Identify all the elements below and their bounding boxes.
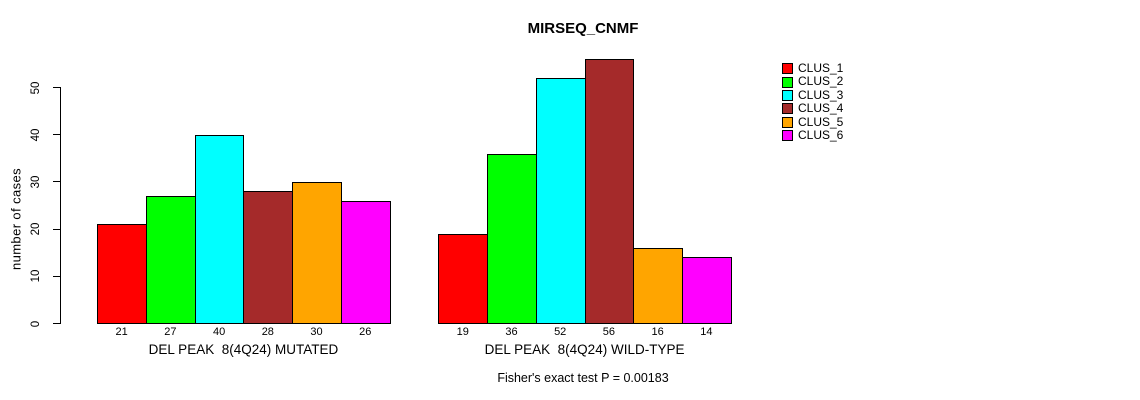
legend-label: CLUS_1 <box>798 61 844 75</box>
y-tick-label: 10 <box>30 269 42 283</box>
bar-value-label: 21 <box>115 326 128 338</box>
bar-clus_1 <box>97 224 148 325</box>
y-tick-mark <box>53 134 60 136</box>
y-tick-mark <box>53 228 60 230</box>
legend-label: CLUS_4 <box>798 101 844 116</box>
bar-value-label: 19 <box>456 326 469 338</box>
bar-value-label: 52 <box>554 326 567 338</box>
bar-value-label: 28 <box>261 326 274 338</box>
bar-value-label: 26 <box>359 326 372 338</box>
bar-clus_1 <box>438 233 489 325</box>
y-tick-mark <box>53 275 60 277</box>
legend-label: CLUS_3 <box>798 87 844 102</box>
y-tick-mark <box>53 181 60 183</box>
legend-item-clus_1: CLUS_1 <box>782 61 844 75</box>
legend-label: CLUS_2 <box>798 74 844 89</box>
legend-swatch <box>782 89 793 101</box>
group-label: DEL PEAK 8(4Q24) MUTATED <box>148 342 339 357</box>
bar-clus_5 <box>633 247 683 325</box>
bar-clus_3 <box>194 134 245 325</box>
bar-clus_4 <box>243 191 294 325</box>
y-axis-label: number of cases <box>8 167 24 271</box>
legend-item-clus_6: CLUS_6 <box>782 127 844 142</box>
bar-clus_4 <box>584 59 635 325</box>
y-tick-label: 20 <box>30 222 42 236</box>
bar-clus_2 <box>487 153 537 325</box>
legend-item-clus_3: CLUS_3 <box>782 87 844 102</box>
bar-clus_6 <box>682 257 732 325</box>
legend: CLUS_1 CLUS_2 CLUS_3 CLUS_4 CLUS_5 CLUS_6 <box>782 61 844 142</box>
legend-swatch <box>782 76 793 88</box>
y-tick-label: 50 <box>30 81 42 94</box>
legend-swatch <box>782 63 793 75</box>
legend-item-clus_2: CLUS_2 <box>782 74 844 89</box>
bar-clus_5 <box>292 181 342 325</box>
y-tick-label: 30 <box>30 175 42 189</box>
group-label: DEL PEAK 8(4Q24) WILD-TYPE <box>484 342 685 357</box>
y-tick-mark <box>53 323 60 324</box>
bar-value-label: 14 <box>700 326 713 338</box>
legend-item-clus_5: CLUS_5 <box>782 114 844 129</box>
legend-swatch <box>782 116 793 128</box>
legend-label: CLUS_5 <box>798 114 844 129</box>
legend-swatch <box>782 103 793 115</box>
bar-value-label: 27 <box>164 326 177 338</box>
bar-value-label: 56 <box>602 326 616 338</box>
bar-clus_3 <box>535 78 586 325</box>
bar-value-label: 16 <box>651 326 664 338</box>
bar-value-label: 40 <box>212 326 226 338</box>
bar-value-label: 36 <box>505 326 518 338</box>
bar-value-label: 30 <box>310 326 323 338</box>
legend-label: CLUS_6 <box>798 127 844 142</box>
bar-clus_2 <box>146 196 196 325</box>
chart-title: MIRSEQ_CNMF <box>527 20 639 37</box>
footer-annotation: Fisher's exact test P = 0.00183 <box>497 371 669 385</box>
legend-item-clus_4: CLUS_4 <box>782 101 844 116</box>
y-tick-label: 40 <box>30 128 42 142</box>
y-axis-line <box>60 87 61 324</box>
legend-swatch <box>782 130 793 142</box>
y-tick-mark <box>53 87 60 88</box>
bar-clus_6 <box>340 200 391 325</box>
y-tick-label: 0 <box>30 320 42 327</box>
